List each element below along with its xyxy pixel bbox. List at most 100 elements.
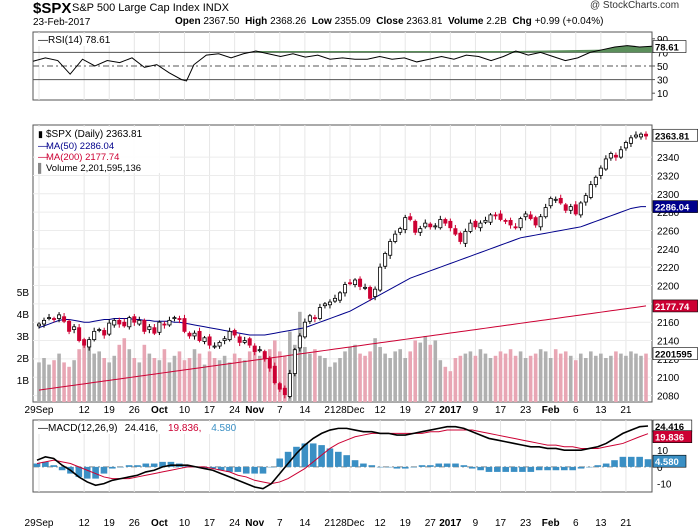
- macd-histogram-bar: [477, 466, 484, 471]
- candle: [302, 321, 307, 338]
- candle: [383, 253, 388, 267]
- candle: [317, 307, 322, 319]
- candle: [242, 340, 247, 343]
- macd-histogram-bar: [75, 466, 83, 477]
- macd-histogram-bar: [268, 466, 275, 468]
- macd-histogram-bar: [234, 466, 242, 472]
- macd-histogram-bar: [611, 460, 618, 467]
- rsi-legend-swatch: —: [38, 35, 48, 46]
- rsi-overbought-fill: [255, 45, 652, 53]
- volume-bar: [398, 349, 402, 402]
- volume-bar: [438, 360, 443, 402]
- macd-histogram-bar: [33, 463, 41, 467]
- x-tick-label-bottom: 27: [425, 518, 437, 529]
- price-legend-bg: [35, 127, 170, 173]
- price-tick: 2320: [657, 171, 680, 182]
- x-tick-label: 21: [324, 405, 336, 416]
- macd-histogram-bar: [577, 466, 585, 469]
- ma50-line: [38, 206, 647, 336]
- macd-histogram-bar: [594, 465, 602, 467]
- candle: [493, 214, 498, 217]
- x-tick-label-bottom: 19: [104, 518, 116, 529]
- legend-swatch-ma50: —: [38, 141, 48, 152]
- rsi-tick: 50: [657, 62, 669, 73]
- volume-bar: [187, 358, 192, 402]
- ma200-line: [38, 305, 647, 391]
- x-tick-label-bottom: 13: [595, 518, 607, 529]
- volume-bar: [87, 347, 91, 402]
- candle: [277, 383, 282, 390]
- volume-bar: [142, 344, 147, 402]
- x-tick-label: 13: [595, 405, 607, 416]
- volume-tick: 3B: [17, 332, 30, 343]
- macd-histogram-bar: [368, 465, 376, 467]
- candle: [603, 158, 608, 170]
- macd-histogram-bar: [42, 461, 49, 467]
- volume-tick: 2B: [17, 354, 30, 365]
- x-tick-label-bottom: 21: [324, 518, 336, 529]
- price-tick: 2220: [657, 263, 680, 274]
- volume-bar: [343, 351, 347, 402]
- macd-histogram-bar: [100, 466, 108, 474]
- x-tick-label-bottom: 12: [79, 518, 91, 529]
- candle: [563, 204, 568, 211]
- x-tick-label: Oct: [151, 405, 168, 416]
- macd-histogram-bar: [602, 463, 610, 467]
- macd-histogram-bar: [251, 466, 258, 474]
- macd-histogram-bar: [293, 446, 300, 467]
- volume-bar: [604, 358, 608, 402]
- candle: [117, 319, 122, 325]
- macd-histogram-bar: [167, 461, 175, 467]
- volume-tag-bg: [652, 347, 698, 360]
- macd-histogram-bar: [519, 466, 526, 472]
- macd-legend-1: 24.416,: [125, 423, 158, 434]
- volume-bar: [288, 331, 292, 402]
- candle: [107, 322, 112, 335]
- macd-histogram-bar: [83, 466, 91, 479]
- price-tick: 2200: [657, 282, 680, 293]
- candle: [167, 319, 172, 326]
- x-tick-label-bottom: 17: [204, 518, 216, 529]
- volume-bar: [423, 336, 428, 402]
- macd-histogram-bar: [586, 466, 593, 468]
- candle: [613, 154, 618, 158]
- macd-legend-swatch: —: [38, 423, 48, 434]
- legend-swatch-volume: ▌: [38, 162, 44, 174]
- candle: [67, 320, 72, 332]
- macd-histogram-bar: [376, 466, 384, 468]
- volume-bar: [493, 355, 498, 402]
- candle: [337, 292, 343, 301]
- volume-bar: [212, 358, 217, 402]
- volume-bar: [528, 355, 533, 402]
- index-name: S&P 500 Large Cap Index INDX: [72, 2, 229, 14]
- volume-bar: [122, 338, 127, 402]
- macd-histogram-bar: [468, 466, 476, 469]
- volume-bar: [553, 349, 558, 402]
- volume-bar: [634, 353, 638, 402]
- price-tick: 2260: [657, 226, 680, 237]
- macd-histogram-bar: [326, 448, 334, 467]
- candle: [558, 197, 563, 204]
- candle: [72, 326, 77, 330]
- candle: [508, 219, 513, 226]
- volume-bar: [232, 353, 237, 402]
- macd-legend-bg: [35, 422, 225, 434]
- x-tick-label: 17: [204, 405, 216, 416]
- macd-histogram-bar: [502, 466, 510, 472]
- candle: [498, 213, 503, 220]
- volume-bar: [112, 355, 117, 402]
- volume-bar: [37, 362, 41, 402]
- volume-bar: [67, 366, 71, 402]
- volume-bar: [418, 342, 423, 402]
- volume-bar: [172, 355, 177, 402]
- candle: [533, 217, 538, 226]
- macd-legend-0: MACD(12,26,9): [48, 423, 117, 434]
- volume-bar: [584, 358, 588, 402]
- candle: [478, 222, 483, 229]
- price-tick: 2300: [657, 190, 680, 201]
- legend-volume: Volume 2,201,595,136: [46, 163, 141, 174]
- candle: [583, 195, 588, 203]
- stockcharts-brand[interactable]: @ StockCharts.com: [590, 0, 680, 11]
- price-tick: 2080: [657, 392, 680, 403]
- volume-bar: [267, 349, 272, 402]
